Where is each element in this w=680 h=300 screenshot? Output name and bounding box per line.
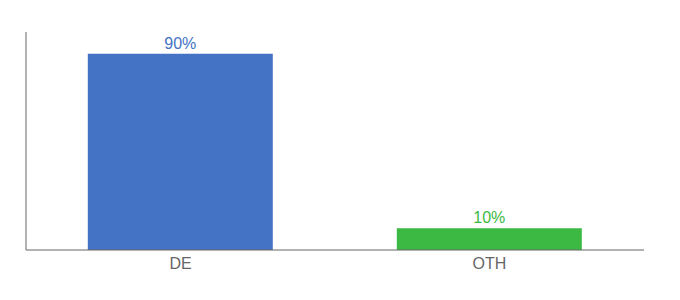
svg-text:OTH: OTH xyxy=(473,255,507,272)
svg-text:10%: 10% xyxy=(473,209,505,226)
svg-text:90%: 90% xyxy=(164,35,196,52)
svg-text:DE: DE xyxy=(169,255,191,272)
